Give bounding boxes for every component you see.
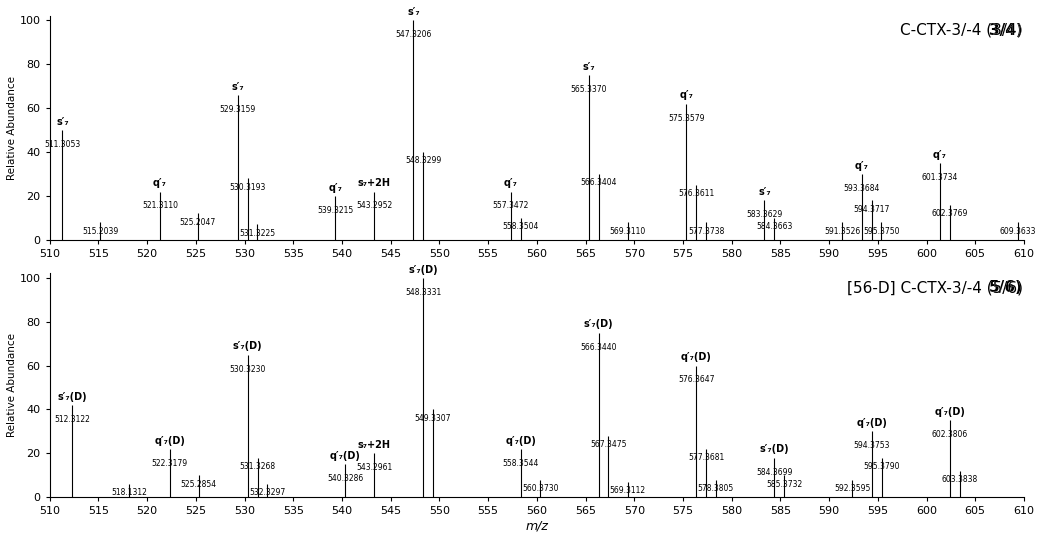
Text: 547.3206: 547.3206 xyxy=(395,30,431,39)
Text: 511.3053: 511.3053 xyxy=(44,140,80,149)
Text: 566.3440: 566.3440 xyxy=(580,343,617,351)
Text: 525.2047: 525.2047 xyxy=(180,218,216,227)
Text: q′₇(D): q′₇(D) xyxy=(681,353,712,362)
Text: 595.3790: 595.3790 xyxy=(863,462,900,471)
Text: 3/4): 3/4) xyxy=(990,23,1023,38)
Text: 566.3404: 566.3404 xyxy=(580,178,617,188)
Text: s′₇(D): s′₇(D) xyxy=(759,445,789,454)
Text: s′₇: s′₇ xyxy=(407,7,420,17)
Text: 583.3629: 583.3629 xyxy=(746,210,783,219)
Text: 557.3472: 557.3472 xyxy=(493,202,529,210)
Text: q′₇(D): q′₇(D) xyxy=(505,436,537,446)
Text: 531.3225: 531.3225 xyxy=(239,229,276,238)
Text: 525.2854: 525.2854 xyxy=(181,480,217,489)
Text: 594.3753: 594.3753 xyxy=(854,441,889,450)
Text: 602.3806: 602.3806 xyxy=(931,430,968,439)
Text: C-CTX-3/-4 (3/4): C-CTX-3/-4 (3/4) xyxy=(901,23,1023,38)
Text: s₇+2H: s₇+2H xyxy=(358,440,390,450)
Text: 558.3504: 558.3504 xyxy=(502,222,539,231)
Text: C-CTX-3/-4 (3/4): C-CTX-3/-4 (3/4) xyxy=(901,23,1023,38)
Text: 591.3526: 591.3526 xyxy=(824,226,860,236)
Text: 584.3663: 584.3663 xyxy=(756,222,792,231)
Text: 522.3179: 522.3179 xyxy=(151,459,188,468)
Text: s′₇: s′₇ xyxy=(232,82,244,92)
Text: 512.3122: 512.3122 xyxy=(54,415,90,424)
Y-axis label: Relative Abundance: Relative Abundance xyxy=(7,76,17,180)
Text: 578.3805: 578.3805 xyxy=(697,484,734,493)
Text: 594.3717: 594.3717 xyxy=(854,205,889,213)
Text: s′₇: s′₇ xyxy=(56,117,69,127)
Text: s′₇(D): s′₇(D) xyxy=(233,341,262,351)
Text: 529.3159: 529.3159 xyxy=(220,105,256,114)
Text: 601.3734: 601.3734 xyxy=(922,173,958,182)
Text: q′₇(D): q′₇(D) xyxy=(330,451,360,461)
Text: q′₇: q′₇ xyxy=(855,161,869,171)
Text: 543.2961: 543.2961 xyxy=(356,463,393,472)
Text: 530.3193: 530.3193 xyxy=(230,183,266,192)
Text: 609.3633: 609.3633 xyxy=(999,226,1036,236)
Text: 577.3738: 577.3738 xyxy=(688,226,725,236)
Text: s′₇(D): s′₇(D) xyxy=(584,320,614,329)
Text: 532.3297: 532.3297 xyxy=(250,488,285,497)
Text: 560.3730: 560.3730 xyxy=(522,484,559,493)
Text: 576.3611: 576.3611 xyxy=(679,189,714,198)
Text: s′₇(D): s′₇(D) xyxy=(57,392,87,402)
Text: 565.3370: 565.3370 xyxy=(571,85,608,94)
Text: 602.3769: 602.3769 xyxy=(931,209,968,218)
Text: 569.3110: 569.3110 xyxy=(610,226,645,236)
Text: 521.3110: 521.3110 xyxy=(142,202,177,210)
Text: s′₇: s′₇ xyxy=(758,187,770,197)
Text: 592.3595: 592.3595 xyxy=(834,484,871,493)
Text: [56-D] C-CTX-3/-4 (5/6): [56-D] C-CTX-3/-4 (5/6) xyxy=(847,280,1023,295)
Text: q′₇(D): q′₇(D) xyxy=(155,436,185,446)
Text: 575.3579: 575.3579 xyxy=(668,114,705,123)
Text: 569.3112: 569.3112 xyxy=(610,486,645,495)
Text: 593.3684: 593.3684 xyxy=(844,184,880,193)
Text: q′₇(D): q′₇(D) xyxy=(934,407,965,417)
Text: 518.1312: 518.1312 xyxy=(111,488,147,497)
Text: 549.3307: 549.3307 xyxy=(414,414,451,423)
Text: 595.3750: 595.3750 xyxy=(863,226,900,236)
Text: 531.3268: 531.3268 xyxy=(239,462,276,471)
Text: 540.3286: 540.3286 xyxy=(327,474,363,483)
X-axis label: m/z: m/z xyxy=(525,519,548,532)
Text: s₇+2H: s₇+2H xyxy=(358,178,390,188)
Text: q′₇: q′₇ xyxy=(680,91,693,100)
Text: s′₇(D): s′₇(D) xyxy=(408,265,438,274)
Text: 585.3732: 585.3732 xyxy=(766,480,802,489)
Y-axis label: Relative Abundance: Relative Abundance xyxy=(7,333,17,437)
Text: 567.3475: 567.3475 xyxy=(590,440,626,449)
Text: q′₇: q′₇ xyxy=(153,178,167,188)
Text: 558.3544: 558.3544 xyxy=(502,459,539,468)
Text: 530.3230: 530.3230 xyxy=(230,364,266,374)
Text: q′₇(D): q′₇(D) xyxy=(856,418,887,428)
Text: 5/6): 5/6) xyxy=(989,280,1023,295)
Text: 584.3699: 584.3699 xyxy=(756,468,792,476)
Text: q′₇: q′₇ xyxy=(933,150,947,160)
Text: 548.3299: 548.3299 xyxy=(405,156,442,165)
Text: 577.3681: 577.3681 xyxy=(688,453,725,462)
Text: q′₇: q′₇ xyxy=(329,183,342,192)
Text: 603.3838: 603.3838 xyxy=(942,475,977,485)
Text: q′₇: q′₇ xyxy=(504,178,518,188)
Text: 548.3331: 548.3331 xyxy=(405,288,442,297)
Text: 539.3215: 539.3215 xyxy=(317,206,354,215)
Text: 576.3647: 576.3647 xyxy=(678,376,714,384)
Text: 515.2039: 515.2039 xyxy=(82,226,119,236)
Text: s′₇: s′₇ xyxy=(583,62,595,72)
Text: 543.2952: 543.2952 xyxy=(356,202,393,210)
Text: [56-D] C-CTX-3/-4 (5/6): [56-D] C-CTX-3/-4 (5/6) xyxy=(847,280,1023,295)
